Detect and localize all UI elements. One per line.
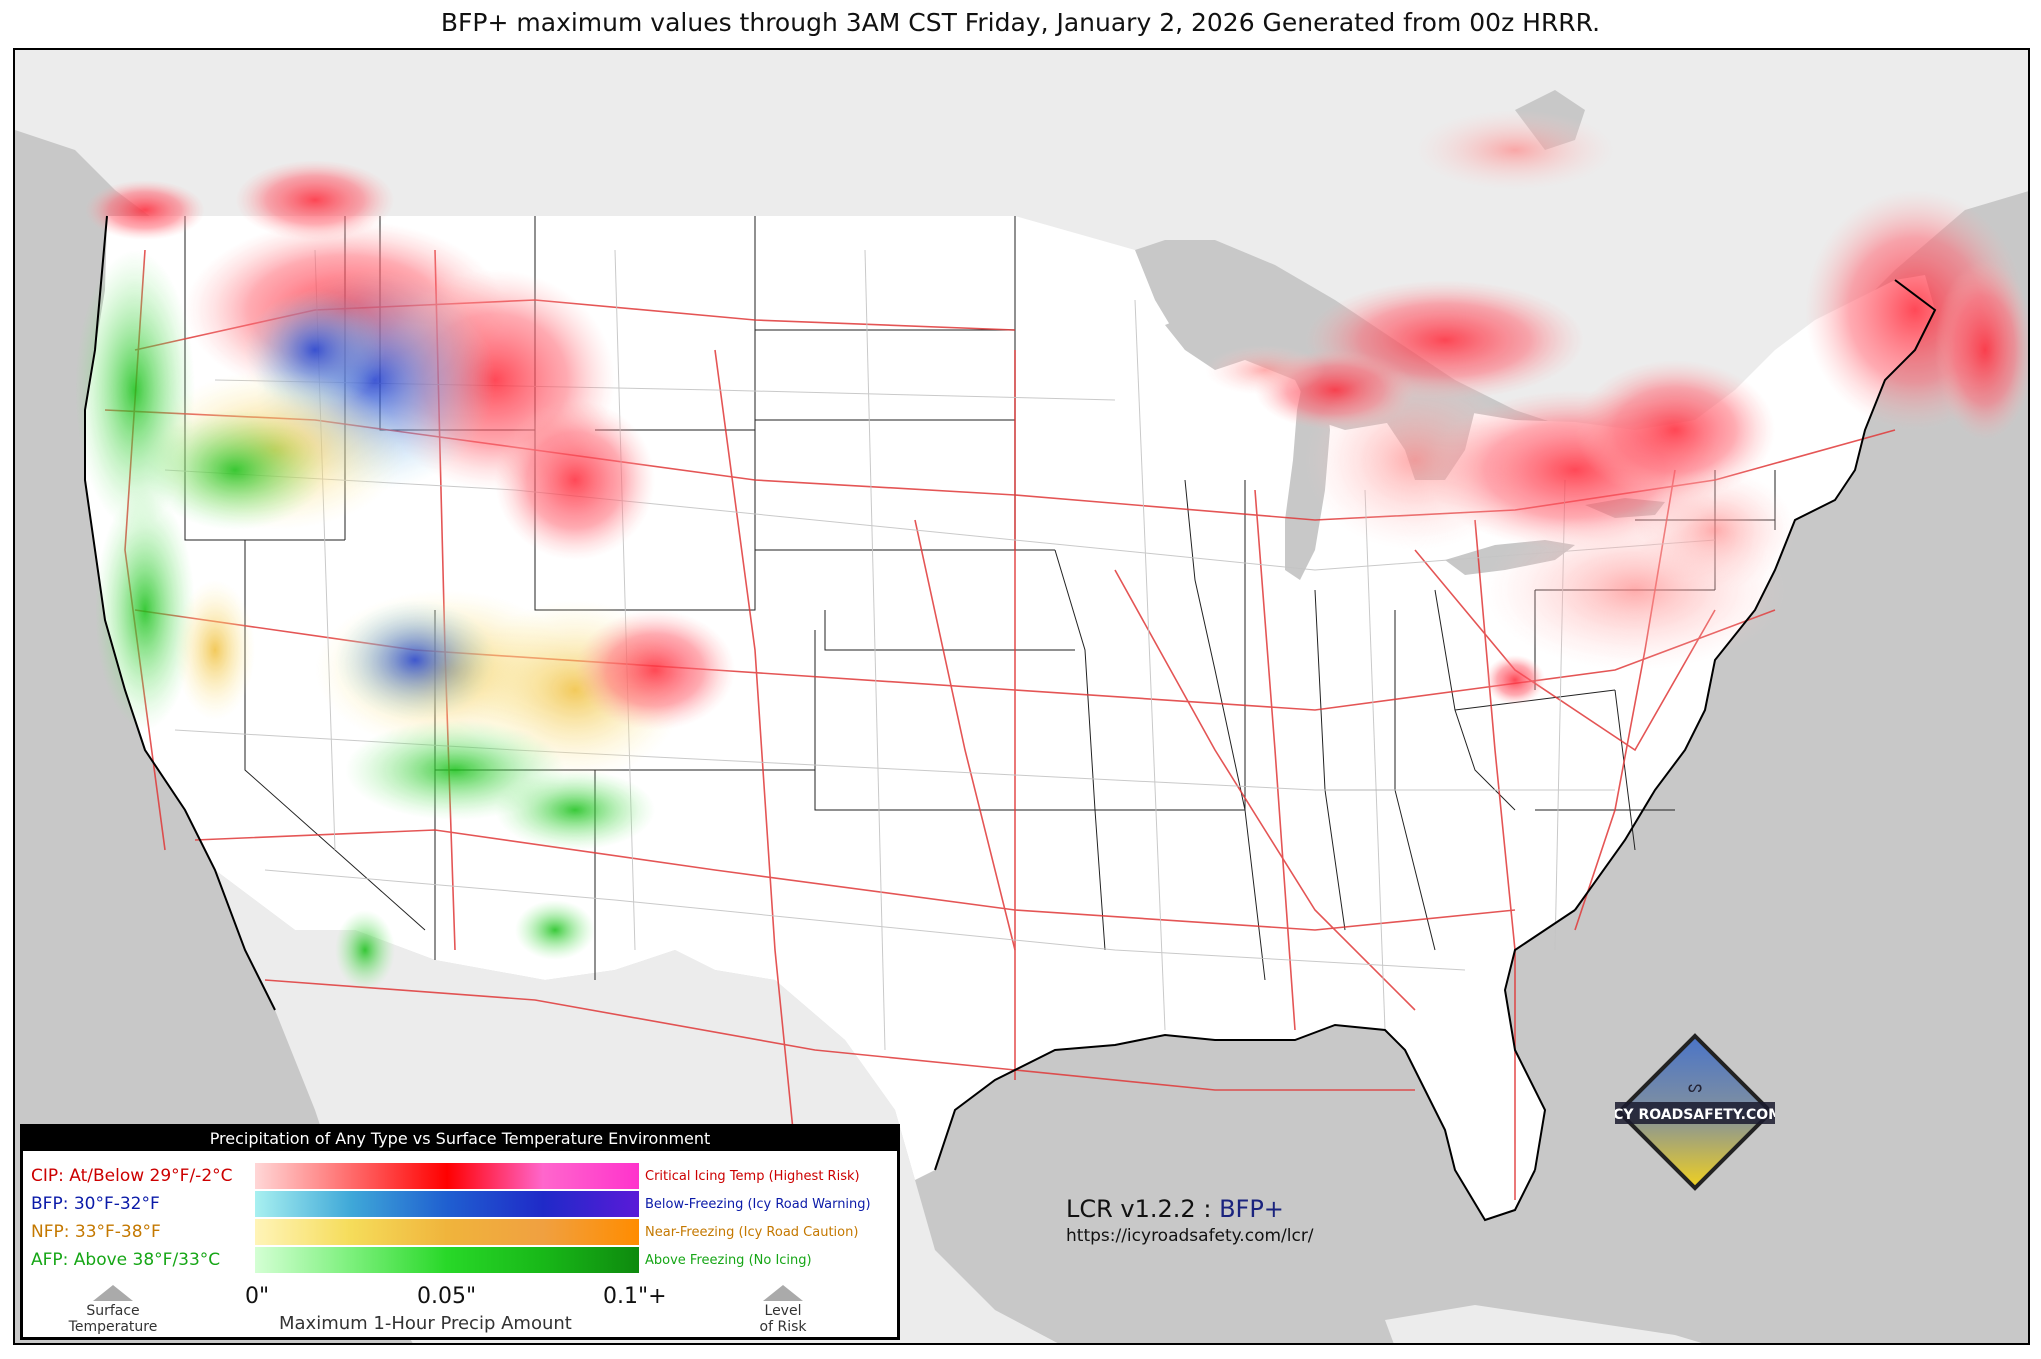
legend-desc-cip: Critical Icing Temp (Highest Risk) bbox=[645, 1169, 860, 1184]
legend-label-cip: CIP: At/Below 29°F/-2°C bbox=[31, 1166, 233, 1186]
surface-temperature-arrow-icon bbox=[93, 1285, 133, 1301]
level-of-risk-arrow-icon bbox=[763, 1285, 803, 1301]
map-title: BFP+ maximum values through 3AM CST Frid… bbox=[440, 8, 1601, 37]
legend-header: Precipitation of Any Type vs Surface Tem… bbox=[23, 1127, 897, 1151]
logo-text: ICY ROADSAFETY.COM bbox=[1615, 1107, 1775, 1123]
legend-row-afp: AFP: Above 38°F/33°C Above Freezing (No … bbox=[23, 1247, 897, 1275]
product-name: BFP+ bbox=[1219, 1195, 1284, 1223]
product-url[interactable]: https://icyroadsafety.com/lcr/ bbox=[1066, 1226, 1314, 1246]
product-label: LCR v1.2.2 : BFP+ bbox=[1066, 1195, 1284, 1223]
legend-desc-afp: Above Freezing (No Icing) bbox=[645, 1253, 812, 1268]
legend-label-afp: AFP: Above 38°F/33°C bbox=[31, 1250, 221, 1270]
legend-bar-bfp bbox=[255, 1191, 639, 1217]
legend-left-caption-line-1: Surface bbox=[86, 1303, 140, 1319]
legend-row-cip: CIP: At/Below 29°F/-2°C Critical Icing T… bbox=[23, 1163, 897, 1191]
precip-west bbox=[75, 160, 735, 990]
coastlines bbox=[84, 215, 1937, 1222]
map-canvas bbox=[15, 50, 2028, 1343]
product-version: LCR v1.2.2 : bbox=[1066, 1195, 1212, 1223]
legend-desc-nfp: Near-Freezing (Icy Road Caution) bbox=[645, 1225, 859, 1240]
legend-bar-cip bbox=[255, 1163, 639, 1189]
legend-left-caption: Surface Temperature bbox=[53, 1303, 173, 1335]
svg-text:ᔕ: ᔕ bbox=[1688, 1077, 1702, 1096]
legend-right-caption-line-2: of Risk bbox=[759, 1319, 807, 1335]
legend-row-bfp: BFP: 30°F-32°F Below-Freezing (Icy Road … bbox=[23, 1191, 897, 1219]
weather-map: ᔕ ICY ROADSAFETY.COM bbox=[13, 48, 2030, 1345]
legend-tick-2: 0.1"+ bbox=[603, 1284, 667, 1309]
legend-right-caption: Level of Risk bbox=[743, 1303, 823, 1335]
legend-row-nfp: NFP: 33°F-38°F Near-Freezing (Icy Road C… bbox=[23, 1219, 897, 1247]
legend-right-caption-line-1: Level bbox=[764, 1303, 802, 1319]
precip-northeast bbox=[1205, 110, 2028, 705]
legend-bar-afp bbox=[255, 1247, 639, 1273]
legend-bar-nfp bbox=[255, 1219, 639, 1245]
legend-desc-bfp: Below-Freezing (Icy Road Warning) bbox=[645, 1197, 871, 1212]
cuba-land bbox=[1385, 1305, 1702, 1343]
legend-tick-0: 0" bbox=[245, 1284, 270, 1309]
legend-label-nfp: NFP: 33°F-38°F bbox=[31, 1222, 161, 1242]
legend-label-bfp: BFP: 30°F-32°F bbox=[31, 1194, 160, 1214]
legend-tick-1: 0.05" bbox=[417, 1284, 477, 1309]
icy-road-safety-logo: ᔕ ICY ROADSAFETY.COM bbox=[1615, 1033, 1775, 1191]
legend-left-caption-line-2: Temperature bbox=[68, 1319, 158, 1335]
legend-axis-caption: Maximum 1-Hour Precip Amount bbox=[279, 1313, 572, 1334]
precip-legend: Precipitation of Any Type vs Surface Tem… bbox=[20, 1124, 900, 1340]
